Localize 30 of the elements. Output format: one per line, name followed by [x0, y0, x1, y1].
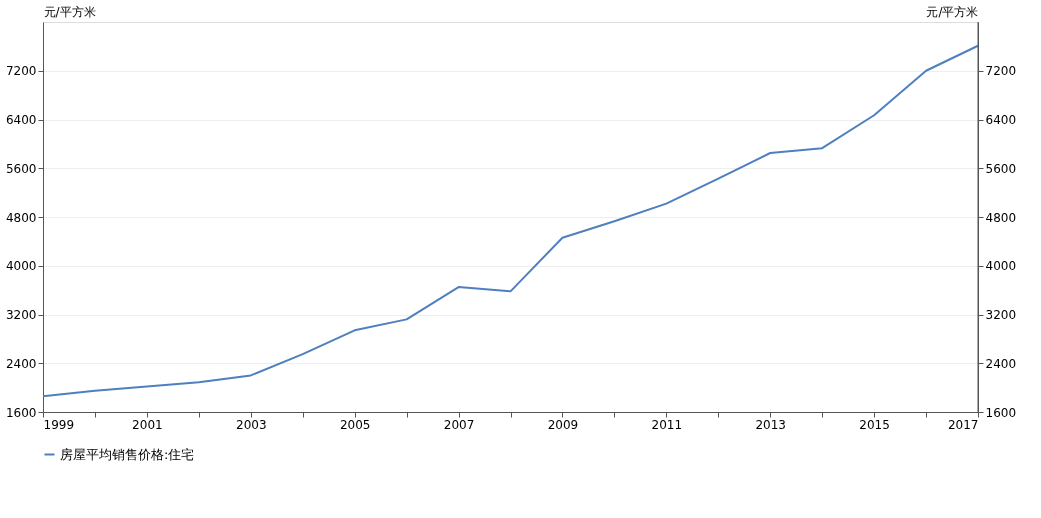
y2-tick-label: 3200 — [985, 308, 1017, 322]
line-series — [42, 44, 979, 398]
x-tick-label: 2007 — [443, 417, 475, 432]
y2-tick-label: 4000 — [985, 259, 1017, 274]
y2-tick-label: 4800 — [985, 210, 1017, 225]
y2-axis-title: 元/平方米 — [926, 4, 979, 19]
x-tick-label: 2015 — [859, 417, 890, 432]
y-tick-label: 4000 — [5, 259, 37, 274]
y-tick-label: 1600 — [5, 405, 37, 420]
y-tick-label: 3200 — [5, 308, 37, 322]
y2-tick-label: 2400 — [985, 356, 1017, 371]
x-tick-label: 2005 — [339, 417, 371, 432]
x-tick-label: 2013 — [755, 417, 786, 432]
x-tick-label: 1999 — [43, 417, 75, 432]
x-tick-label: 2003 — [236, 417, 267, 432]
x-tick-label: 2017 — [947, 417, 979, 432]
x-tick-label: 2001 — [132, 417, 163, 432]
y-axis-title: 元/平方米 — [43, 4, 96, 19]
y2-tick-label: 6400 — [985, 113, 1017, 127]
y2-tick-label: 5600 — [985, 161, 1017, 176]
y-tick-label: 4800 — [5, 210, 37, 225]
y-tick-label: 2400 — [5, 356, 37, 371]
y-tick-label: 6400 — [5, 113, 37, 127]
legend-label: 房屋平均销售价格:住宅 — [60, 446, 195, 462]
x-tick-label: 2009 — [547, 417, 579, 432]
y2-tick-label: 1600 — [985, 405, 1017, 420]
y-tick-label: 5600 — [5, 161, 37, 176]
y2-tick-label: 7200 — [985, 64, 1017, 79]
x-tick-label: 2011 — [651, 417, 683, 432]
y-tick-label: 7200 — [5, 64, 37, 79]
